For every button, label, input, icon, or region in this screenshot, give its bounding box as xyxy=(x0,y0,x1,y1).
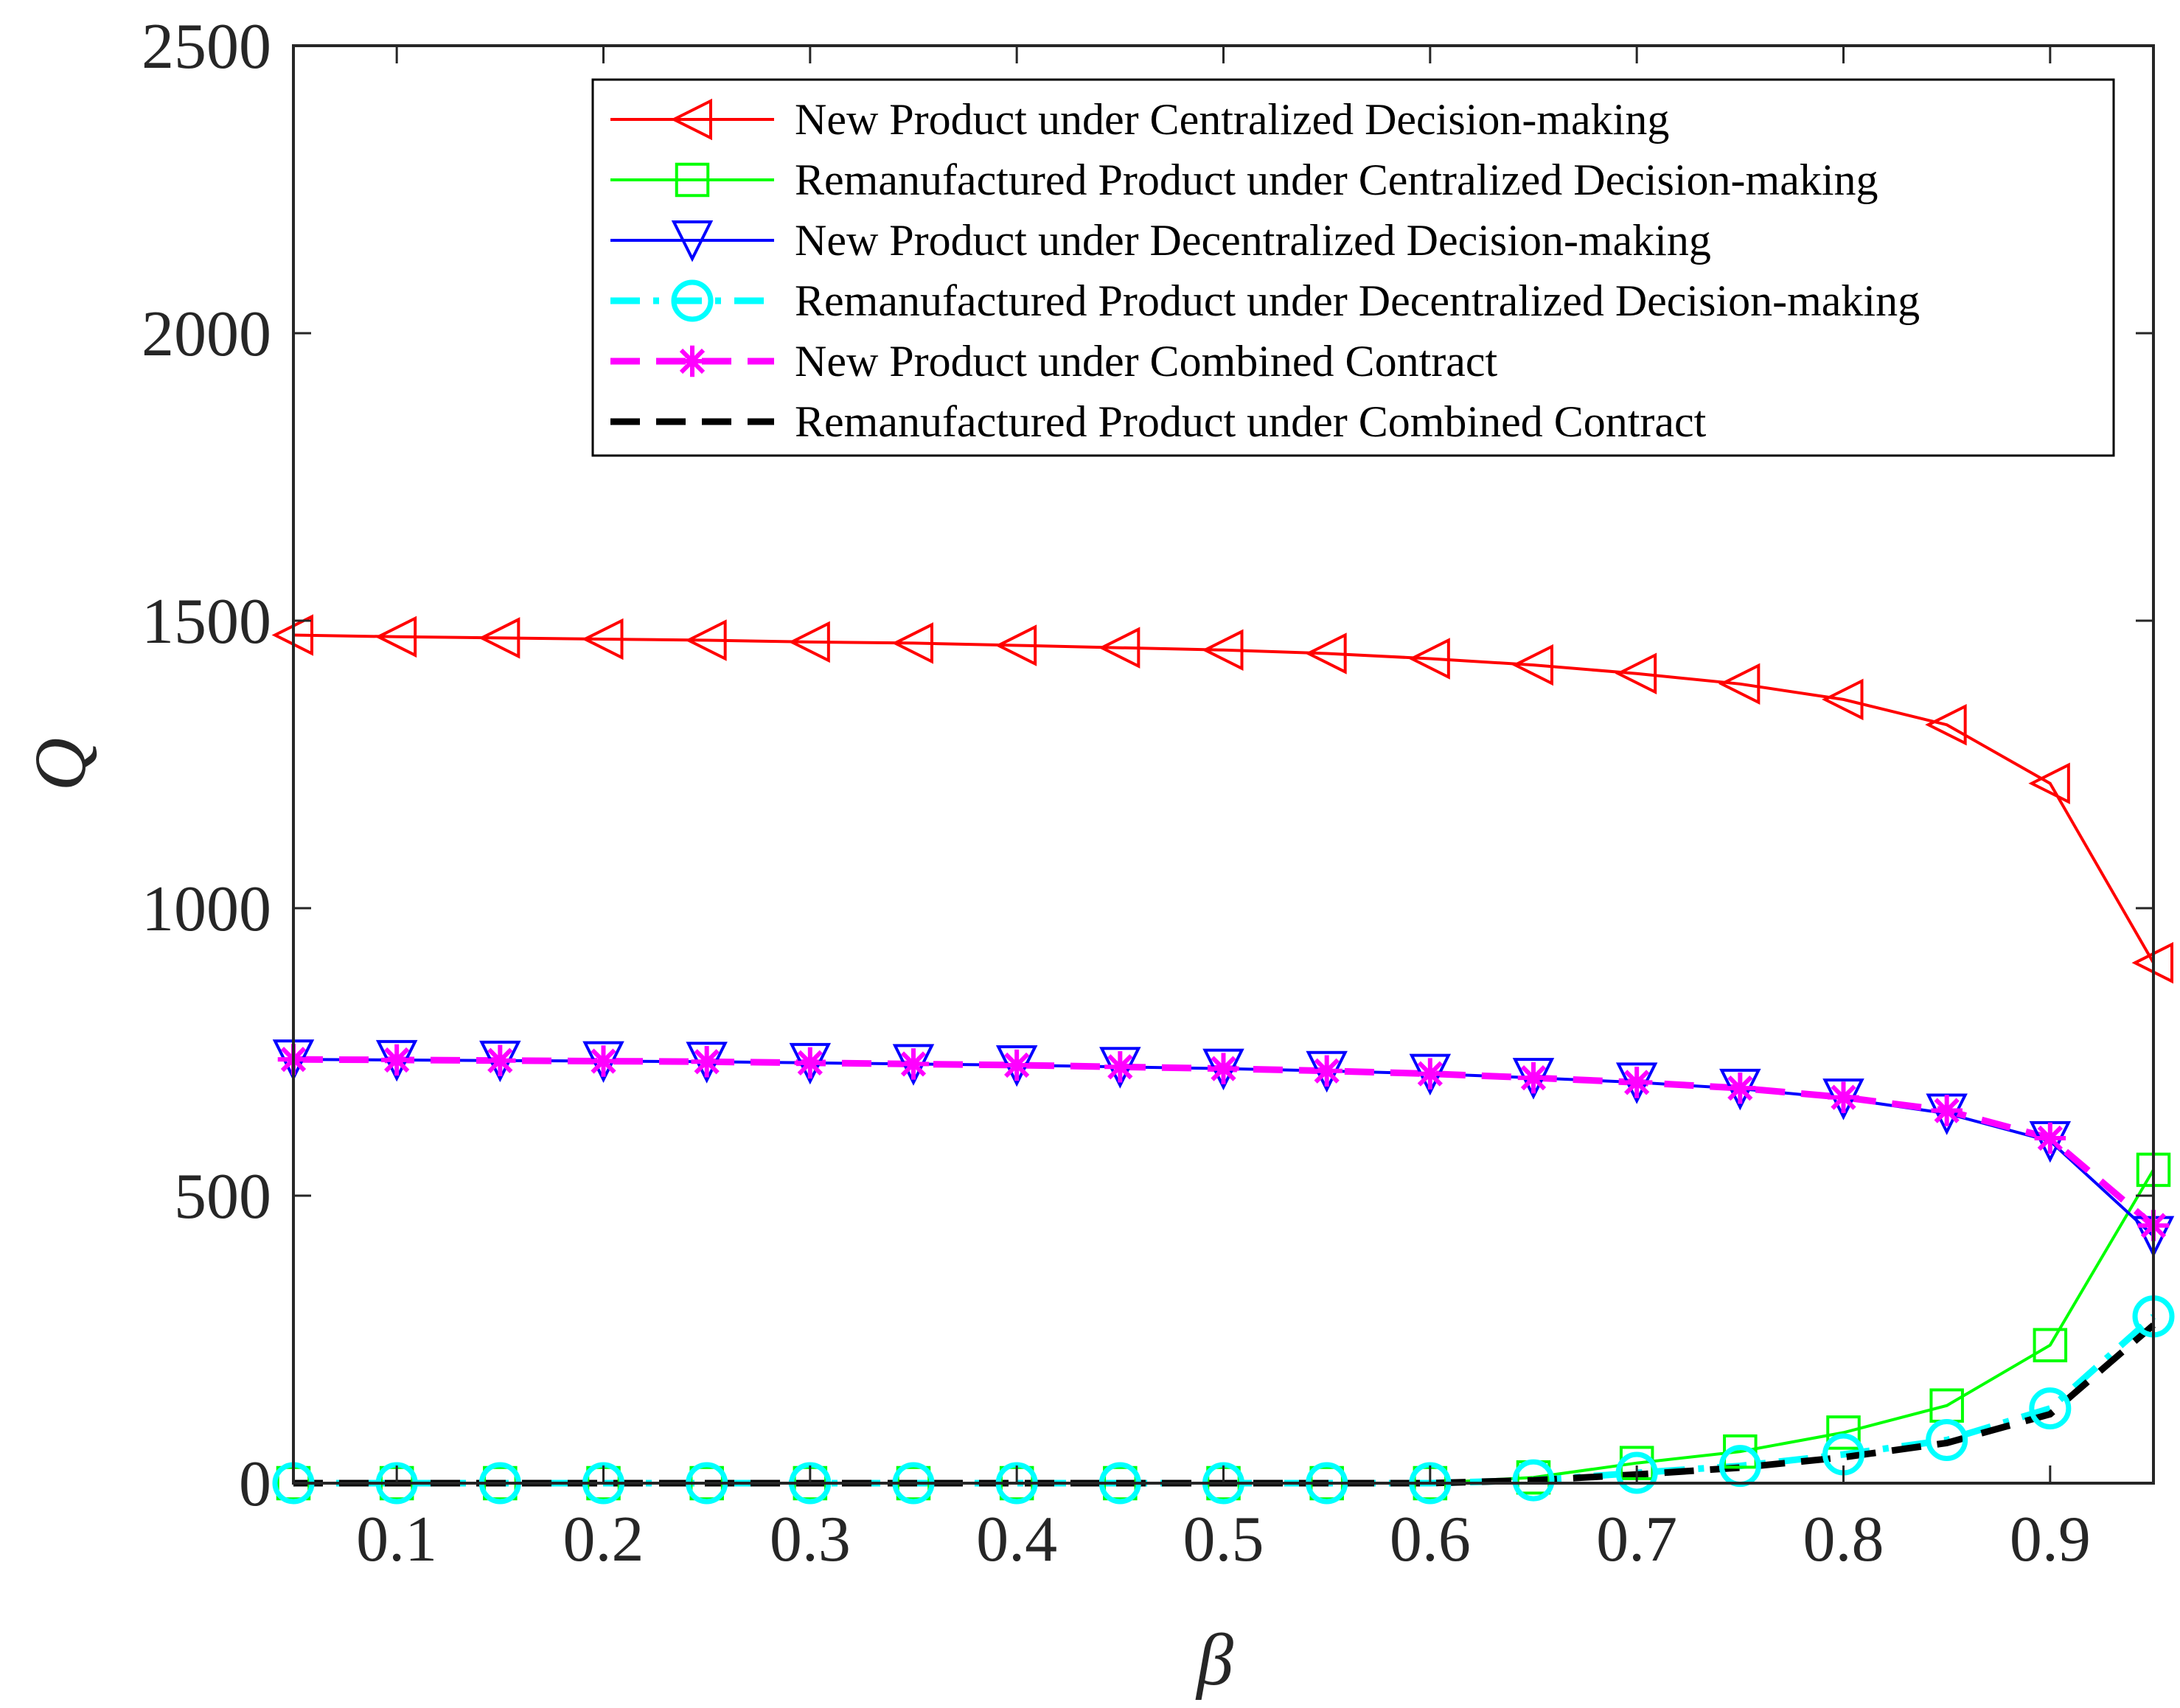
data-point-new-product-under-combined-contract xyxy=(484,1045,516,1076)
data-point-new-product-under-centralized-decision-making xyxy=(1718,663,1761,705)
y-tick-label: 500 xyxy=(174,1161,271,1233)
legend-marker-remanufactured-product-under-decentralized-decision-making xyxy=(671,279,714,322)
data-point-new-product-under-combined-contract xyxy=(1208,1053,1239,1084)
data-point-new-product-under-centralized-decision-making xyxy=(1615,652,1657,694)
legend-label: New Product under Decentralized Decision… xyxy=(795,216,1711,265)
legend-label: Remanufactured Product under Combined Co… xyxy=(795,397,1707,446)
legend-label: Remanufactured Product under Decentraliz… xyxy=(795,276,1920,325)
data-point-new-product-under-centralized-decision-making xyxy=(375,616,417,658)
data-point-new-product-under-combined-contract xyxy=(897,1048,930,1080)
data-point-new-product-under-centralized-decision-making xyxy=(1305,632,1347,675)
data-point-new-product-under-combined-contract xyxy=(2034,1122,2066,1154)
data-point-new-product-under-combined-contract xyxy=(380,1044,413,1076)
data-point-new-product-under-combined-contract xyxy=(1414,1058,1446,1090)
x-tick-label: 0.5 xyxy=(1183,1504,1264,1575)
legend-marker-new-product-under-combined-contract xyxy=(676,345,708,377)
data-point-new-product-under-combined-contract xyxy=(691,1046,722,1078)
data-point-remanufactured-product-under-decentralized-decision-making xyxy=(2029,1387,2072,1430)
legend-label: Remanufactured Product under Centralized… xyxy=(795,156,1878,204)
x-tick-label: 0.4 xyxy=(976,1504,1057,1575)
data-point-new-product-under-combined-contract xyxy=(1931,1095,1963,1126)
legend-marker-remanufactured-product-under-centralized-decision-making xyxy=(675,162,710,198)
y-tick-label: 1000 xyxy=(142,874,271,945)
x-axis-label: β xyxy=(1195,1619,1233,1701)
data-point-new-product-under-combined-contract xyxy=(1000,1049,1033,1081)
x-tick-label: 0.2 xyxy=(563,1504,644,1575)
data-point-new-product-under-combined-contract xyxy=(1724,1072,1756,1104)
legend: New Product under Centralized Decision-m… xyxy=(591,78,2115,457)
data-point-remanufactured-product-under-decentralized-decision-making xyxy=(1512,1459,1555,1502)
data-point-new-product-under-centralized-decision-making xyxy=(995,624,1037,666)
legend-label: New Product under Combined Contract xyxy=(795,337,1497,386)
data-point-new-product-under-combined-contract xyxy=(1828,1081,1859,1113)
data-point-new-product-under-combined-contract xyxy=(794,1047,826,1079)
y-axis-ticks: 0 500 1000 1500 2000 2500 xyxy=(142,11,2153,1520)
y-tick-label: 1500 xyxy=(142,586,271,658)
data-point-new-product-under-combined-contract xyxy=(1104,1051,1136,1083)
y-tick-label: 2500 xyxy=(142,11,271,83)
data-point-new-product-under-combined-contract xyxy=(1620,1067,1653,1098)
data-point-new-product-under-centralized-decision-making xyxy=(891,622,933,664)
data-point-remanufactured-product-under-centralized-decision-making xyxy=(2033,1328,2068,1363)
data-point-new-product-under-centralized-decision-making xyxy=(685,619,727,661)
data-point-new-product-under-centralized-decision-making xyxy=(1925,703,1967,746)
data-point-new-product-under-centralized-decision-making xyxy=(1202,629,1244,672)
data-point-new-product-under-combined-contract xyxy=(1311,1055,1343,1087)
data-point-remanufactured-product-under-decentralized-decision-making xyxy=(1926,1419,1968,1461)
y-tick-label: 2000 xyxy=(142,299,271,370)
x-tick-label: 0.8 xyxy=(1803,1504,1884,1575)
data-point-remanufactured-product-under-decentralized-decision-making xyxy=(1615,1451,1658,1494)
x-tick-label: 0.6 xyxy=(1390,1504,1471,1575)
data-point-remanufactured-product-under-centralized-decision-making xyxy=(1723,1434,1758,1469)
x-tick-label: 0.9 xyxy=(2010,1504,2091,1575)
data-point-new-product-under-centralized-decision-making xyxy=(582,618,624,660)
data-point-new-product-under-combined-contract xyxy=(588,1045,619,1077)
data-point-remanufactured-product-under-centralized-decision-making xyxy=(1826,1415,1861,1450)
x-tick-label: 0.3 xyxy=(770,1504,851,1575)
y-axis-label: Q xyxy=(19,738,101,791)
data-point-new-product-under-centralized-decision-making xyxy=(788,621,830,663)
legend-marker-new-product-under-centralized-decision-making xyxy=(670,98,712,141)
legend-box xyxy=(591,78,2115,457)
data-point-new-product-under-centralized-decision-making xyxy=(1408,638,1450,680)
data-point-new-product-under-centralized-decision-making xyxy=(1511,644,1553,686)
data-point-new-product-under-centralized-decision-making xyxy=(1822,678,1864,721)
data-point-new-product-under-centralized-decision-making xyxy=(1098,627,1141,669)
x-tick-label: 0.7 xyxy=(1596,1504,1677,1575)
legend-marker-new-product-under-decentralized-decision-making xyxy=(671,220,714,262)
y-tick-label: 0 xyxy=(239,1449,271,1520)
series-line-new-product-under-centralized-decision-making xyxy=(293,633,2155,964)
legend-label: New Product under Centralized Decision-m… xyxy=(795,95,1669,144)
data-point-new-product-under-centralized-decision-making xyxy=(478,617,520,659)
data-point-new-product-under-combined-contract xyxy=(1517,1062,1550,1094)
x-axis-ticks: 0.1 0.2 0.3 0.4 0.5 0.6 0.7 0.8 0.9 xyxy=(356,46,2091,1575)
x-tick-label: 0.1 xyxy=(356,1504,437,1575)
data-point-new-product-under-centralized-decision-making xyxy=(2028,762,2070,804)
